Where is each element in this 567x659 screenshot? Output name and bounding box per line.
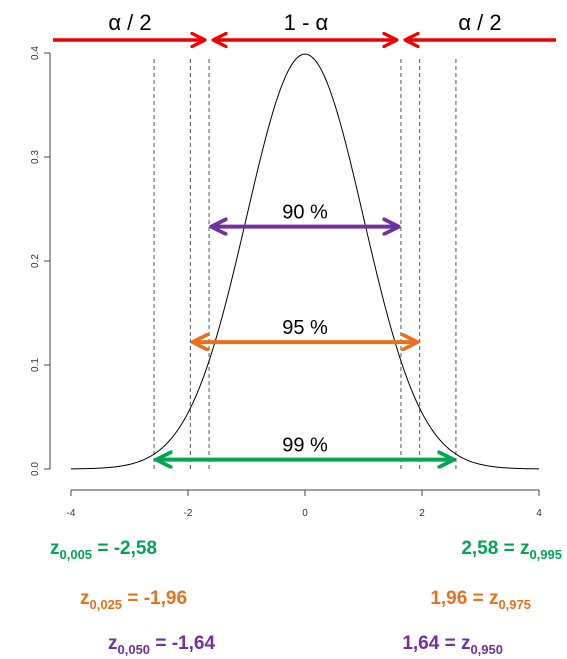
x-tick-label: -2 [184, 508, 193, 519]
top-label-right: α / 2 [458, 10, 501, 35]
interval-label: 90 % [282, 202, 328, 224]
y-tick-label: 0.4 [30, 46, 41, 60]
top-label-center: 1 - α [284, 10, 329, 35]
axes: -4 -2 0 2 4 0.0 0.1 0.2 0.3 0.4 [30, 46, 542, 519]
lower-quantile-label: z0,025 = -1,96 [80, 588, 187, 612]
critical-lines [153, 58, 457, 469]
y-tick-label: 0.1 [30, 358, 41, 372]
y-tick-label: 0.2 [30, 254, 41, 268]
upper-quantile-label: 1,64 = z0,950 [402, 633, 503, 657]
top-label-left: α / 2 [108, 10, 151, 35]
upper-quantile-label: 1,96 = z0,975 [430, 588, 531, 612]
y-tick-label: 0.0 [30, 462, 41, 476]
top-arrows: α / 2 1 - α α / 2 [53, 10, 556, 40]
lower-quantile-label: z0,050 = -1,64 [108, 633, 215, 657]
density-curve [70, 53, 540, 470]
y-tick-label: 0.3 [30, 150, 41, 164]
interval-label: 99 % [282, 435, 328, 457]
upper-quantile-label: 2,58 = z0,995 [461, 538, 562, 562]
quantile-labels: z0,005 = -2,58 2,58 = z0,995 z0,025 = -1,9… [50, 538, 562, 657]
x-tick-label: -4 [67, 508, 76, 519]
interval-arrows: 90 % 95 % 99 % [156, 202, 454, 460]
x-tick-label: 0 [302, 508, 308, 519]
x-tick-label: 2 [419, 508, 425, 519]
lower-quantile-label: z0,005 = -2,58 [50, 538, 157, 562]
x-tick-label: 4 [536, 508, 542, 519]
interval-label: 95 % [282, 317, 328, 339]
